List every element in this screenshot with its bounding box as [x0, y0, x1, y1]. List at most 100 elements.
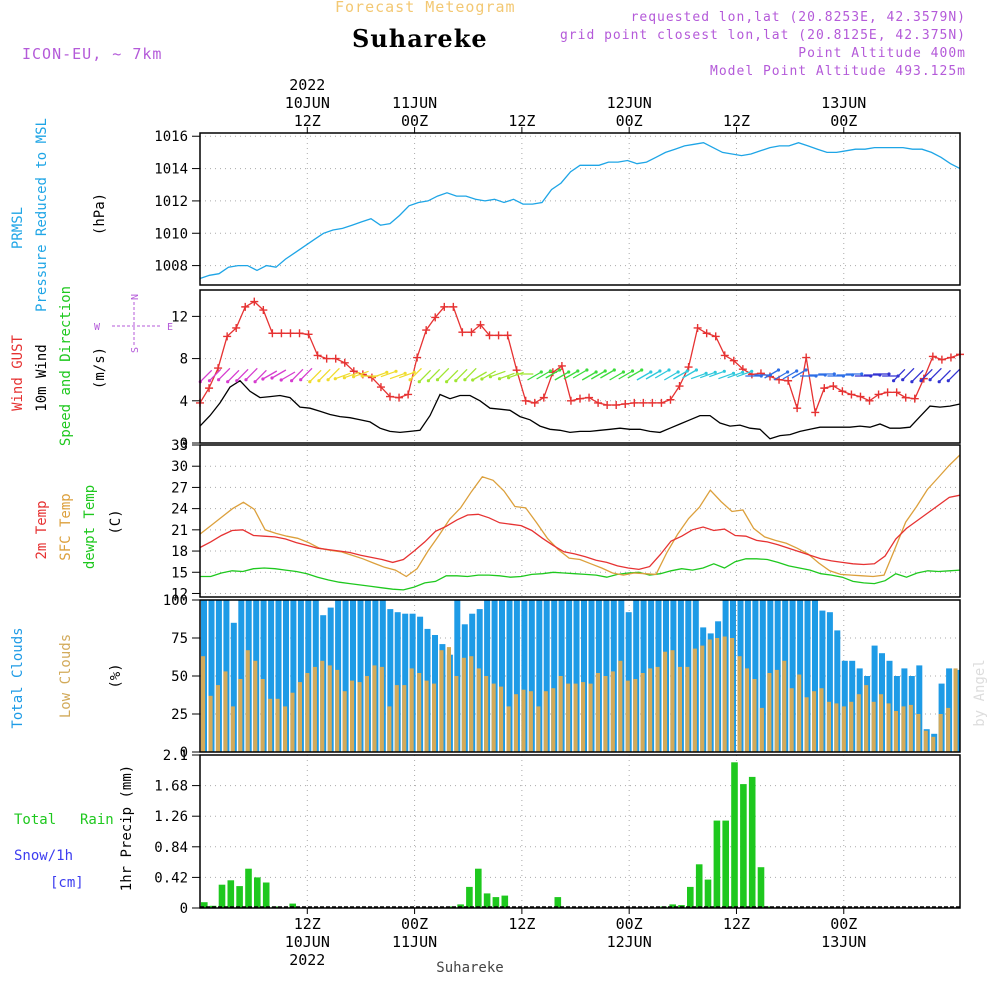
temp-dewpt-label: dewpt Temp — [82, 485, 98, 569]
low-cloud-bar — [946, 707, 951, 752]
wind-direction-arrow — [199, 369, 213, 383]
wind-direction-arrow — [318, 368, 331, 382]
rain-label: Rain — [80, 812, 114, 828]
wind-arrow-head — [244, 378, 248, 382]
low-cloud-bar — [312, 666, 317, 752]
watermark: by Angel — [972, 659, 988, 726]
low-cloud-bar — [692, 648, 697, 752]
clouds-ytick-label: 0 — [180, 745, 188, 761]
wind-direction-arrow — [920, 368, 933, 382]
total-cloud-bar — [491, 600, 498, 752]
low-cloud-bar — [931, 736, 936, 752]
wind-direction-arrow — [902, 367, 915, 381]
wind-arrow-head — [445, 380, 449, 384]
total-clouds-label: Total Clouds — [10, 627, 26, 728]
low-cloud-bar — [618, 660, 623, 752]
wind-arrow-head — [488, 375, 492, 379]
wind-direction-arrow — [327, 367, 340, 381]
low-cloud-bar — [238, 679, 243, 752]
time-label-top: 2022 — [289, 76, 325, 94]
low-cloud-bar — [536, 706, 541, 752]
low-cloud-bar — [938, 714, 943, 752]
wind-direction-arrow — [335, 372, 351, 380]
low-cloud-bar — [417, 673, 422, 752]
low-cloud-bar — [804, 697, 809, 752]
wind-direction-arrow — [271, 369, 287, 379]
wind-gust-marker — [422, 326, 431, 335]
wind-direction-arrow — [572, 369, 588, 379]
low-cloud-bar — [953, 668, 958, 752]
wind-gust-marker — [802, 353, 811, 362]
low-cloud-bar — [268, 698, 273, 752]
wind-arrow-head — [804, 368, 808, 372]
wind-arrow-head — [594, 370, 598, 374]
wind-unit: (m/s) — [92, 347, 108, 389]
low-cloud-bar — [454, 676, 459, 752]
rain-bar — [254, 877, 261, 908]
wind-arrow-head — [676, 370, 680, 374]
total-cloud-bar — [528, 600, 535, 752]
time-label-bottom: 00Z — [830, 915, 857, 933]
low-cloud-bar — [506, 706, 511, 752]
low-cloud-bar — [327, 665, 332, 752]
total-cloud-bar — [759, 600, 766, 752]
pressure-ytick-label: 1016 — [154, 129, 188, 145]
pressure-panel-frame — [199, 132, 961, 286]
time-label-top: 13JUN — [821, 94, 866, 112]
low-cloud-bar — [841, 706, 846, 752]
wind-gust-marker — [458, 328, 467, 337]
low-cloud-bar — [752, 679, 757, 752]
rain-bar — [757, 867, 765, 908]
precip-ytick-label: 1.26 — [154, 809, 188, 825]
wind-direction-arrow — [645, 370, 661, 380]
pressure-ytick-label: 1008 — [154, 259, 188, 275]
rain-bar — [501, 895, 509, 908]
time-label-bottom: 12JUN — [607, 933, 652, 951]
wind-gust-marker — [666, 395, 675, 404]
wind-arrow-head — [426, 379, 430, 383]
rain-bar — [731, 762, 738, 908]
wind-gust-marker — [883, 388, 892, 397]
wind-gust-marker — [431, 313, 440, 322]
low-cloud-bar — [208, 695, 213, 752]
wind-gust-marker — [675, 382, 684, 391]
wind-direction-arrow — [418, 369, 432, 383]
low-cloud-bar — [581, 682, 586, 752]
wind-arrow-head — [722, 369, 726, 373]
wind-arrow-head — [910, 380, 914, 384]
wind-arrow-head — [454, 379, 458, 383]
wind-direction-arrow — [736, 370, 752, 378]
wind-arrow-head — [901, 378, 905, 382]
wind-arrow-head — [317, 379, 321, 383]
low-cloud-bar — [528, 691, 533, 752]
low-cloud-bar — [394, 685, 399, 752]
low-cloud-bar — [871, 701, 876, 752]
wind-ytick-label: 8 — [180, 352, 188, 368]
compass-west: W — [94, 322, 101, 333]
wind-direction-arrow — [427, 368, 441, 382]
wind-gust-marker — [820, 384, 829, 393]
total-cloud-bar — [238, 600, 245, 752]
low-cloud-bar — [379, 666, 384, 752]
low-cloud-bar — [387, 706, 392, 752]
total-cloud-bar — [812, 600, 818, 752]
wind-gust-marker — [539, 393, 548, 402]
wind-arrow-head — [640, 368, 644, 372]
wind-arrow-head — [649, 370, 653, 374]
wind-direction-arrow — [262, 370, 278, 380]
wind-gust-marker — [693, 323, 702, 332]
time-label-top: 10JUN — [285, 94, 330, 112]
time-label-bottom: 13JUN — [821, 933, 866, 951]
low-cloud-bar — [744, 668, 749, 752]
wind-gust-marker — [711, 332, 720, 341]
low-cloud-bar — [640, 673, 645, 752]
total-cloud-bar — [230, 622, 237, 752]
wind-gust-marker — [901, 393, 910, 402]
wind-direction-arrow — [218, 367, 231, 381]
low-cloud-bar — [767, 673, 772, 752]
total-cloud-bar — [633, 600, 640, 752]
data-layer — [196, 142, 964, 908]
wind-direction-arrow — [581, 371, 597, 381]
wind-gust-marker — [268, 329, 277, 338]
wind-arrow-head — [253, 380, 257, 384]
